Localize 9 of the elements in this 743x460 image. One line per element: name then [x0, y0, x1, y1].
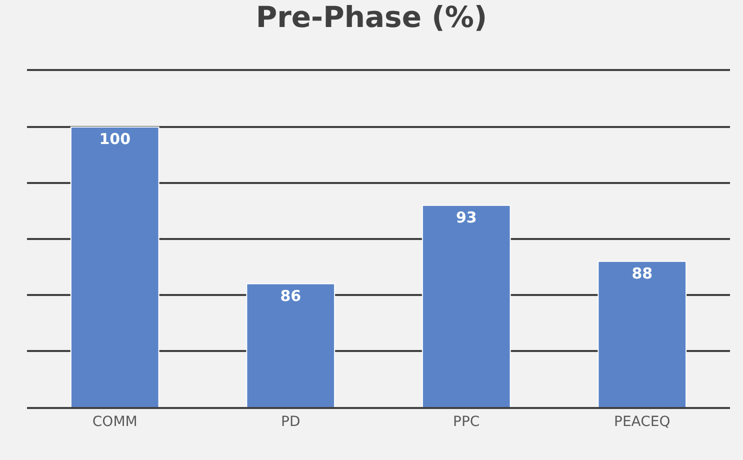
data-label: 93: [456, 208, 477, 226]
x-tick-label: PD: [281, 414, 300, 430]
data-label: 86: [280, 286, 302, 305]
x-tick-label: COMM: [92, 414, 138, 430]
data-label: 100: [99, 130, 131, 148]
x-tick-label: PPC: [453, 414, 480, 430]
chart-title: Pre-Phase (%): [256, 0, 488, 34]
x-tick-label: PEACEQ: [614, 414, 670, 430]
data-label: 88: [632, 264, 653, 282]
